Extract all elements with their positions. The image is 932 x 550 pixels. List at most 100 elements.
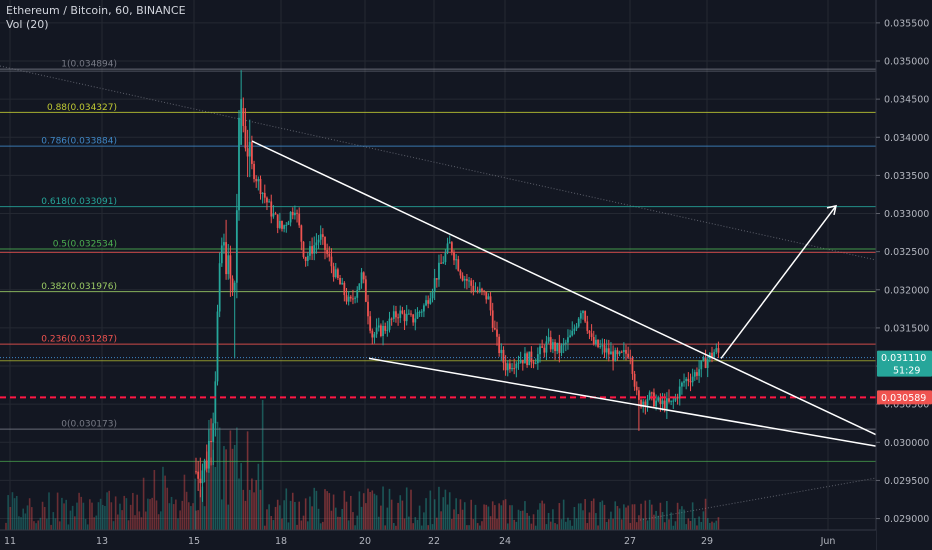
volume-bar bbox=[620, 519, 623, 530]
volume-bar bbox=[56, 492, 59, 530]
candle-body bbox=[367, 301, 369, 317]
candle-body bbox=[586, 321, 589, 331]
last-price-badge[interactable] bbox=[877, 350, 932, 377]
candle-body bbox=[590, 333, 593, 337]
candle-body bbox=[481, 288, 483, 291]
candle-body bbox=[678, 386, 681, 399]
volume-bar bbox=[702, 511, 705, 530]
volume-bar bbox=[397, 502, 399, 530]
volume-indicator-label[interactable]: Vol (20) bbox=[6, 18, 49, 31]
volume-bar bbox=[418, 505, 421, 530]
volume-bar bbox=[403, 518, 406, 530]
candle-body bbox=[349, 296, 352, 299]
candle-body bbox=[341, 282, 344, 285]
volume-bar bbox=[242, 489, 245, 530]
candle-body bbox=[276, 214, 279, 228]
volume-bar bbox=[646, 520, 649, 530]
volume-bar bbox=[696, 525, 698, 530]
time-axis-label: Jun bbox=[820, 536, 836, 547]
candle-body bbox=[253, 163, 255, 179]
candle-body bbox=[225, 242, 227, 275]
volume-bar bbox=[601, 500, 604, 530]
candle-body bbox=[313, 245, 316, 254]
candle-body bbox=[571, 330, 574, 336]
volume-bar bbox=[69, 510, 72, 530]
candle-body bbox=[616, 350, 619, 355]
volume-bar bbox=[446, 504, 449, 530]
volume-bar bbox=[257, 463, 260, 530]
volume-bar bbox=[248, 489, 251, 530]
candle-body bbox=[541, 346, 544, 348]
candle-body bbox=[588, 330, 591, 334]
volume-bar bbox=[195, 510, 197, 530]
candle-body bbox=[711, 352, 713, 357]
volume-bar bbox=[177, 518, 179, 530]
candle-body bbox=[399, 310, 402, 318]
candle-body bbox=[502, 349, 505, 363]
volume-bar bbox=[685, 524, 687, 530]
volume-bar bbox=[377, 516, 380, 530]
candle-body bbox=[552, 342, 554, 350]
price-axis-label: 0.034500 bbox=[884, 95, 929, 106]
time-axis-label: 11 bbox=[4, 536, 16, 547]
wedge-lower-line[interactable] bbox=[368, 357, 877, 447]
volume-bar bbox=[414, 517, 417, 530]
price-axis-label: 0.029500 bbox=[884, 476, 929, 487]
volume-bar bbox=[554, 523, 556, 530]
volume-bar bbox=[496, 518, 498, 530]
volume-bar bbox=[203, 506, 206, 530]
volume-bar bbox=[519, 510, 522, 530]
candle-body bbox=[433, 278, 436, 292]
candle-body bbox=[450, 242, 453, 253]
candle-body bbox=[446, 243, 449, 253]
candle-body bbox=[560, 345, 563, 353]
volume-bar bbox=[483, 504, 485, 530]
symbol-title[interactable]: Ethereum / Bitcoin, 60, BINANCE bbox=[6, 4, 186, 17]
volume-bar bbox=[28, 498, 31, 530]
volume-bar bbox=[541, 500, 543, 530]
projection-arrow-line[interactable] bbox=[720, 205, 837, 359]
volume-bar bbox=[261, 400, 264, 530]
candle-body bbox=[515, 363, 518, 369]
volume-bar bbox=[48, 492, 50, 530]
volume-bar bbox=[709, 522, 711, 530]
volume-bar bbox=[573, 506, 576, 530]
candle-body bbox=[218, 263, 221, 312]
volume-bar bbox=[631, 504, 634, 530]
volume-bar bbox=[276, 499, 279, 530]
volume-bar bbox=[58, 521, 61, 530]
volume-bar bbox=[5, 522, 7, 530]
volume-bar bbox=[80, 496, 83, 530]
candle-body bbox=[197, 471, 200, 479]
candle-body bbox=[270, 201, 273, 217]
candle-body bbox=[646, 398, 649, 406]
candle-body bbox=[397, 317, 399, 319]
wedge-upper-line[interactable] bbox=[251, 140, 877, 436]
candle-body bbox=[220, 245, 223, 264]
candle-body bbox=[530, 351, 533, 363]
candle-body bbox=[203, 460, 206, 471]
candle-body bbox=[324, 236, 326, 250]
volume-bar bbox=[322, 521, 324, 530]
volume-bar bbox=[384, 525, 386, 530]
candle-body bbox=[423, 305, 425, 312]
volume-bar bbox=[494, 505, 496, 530]
support-price-badge[interactable] bbox=[877, 390, 932, 405]
volume-bar bbox=[304, 498, 307, 530]
candle-body bbox=[392, 311, 395, 319]
volume-bar bbox=[504, 499, 507, 530]
volume-bar bbox=[567, 517, 569, 530]
candle-body bbox=[395, 311, 397, 318]
candle-body bbox=[306, 255, 309, 261]
candle-body bbox=[534, 363, 537, 365]
candle-body bbox=[659, 397, 662, 405]
candle-body bbox=[592, 336, 595, 345]
volume-bar bbox=[208, 420, 210, 530]
candle-body bbox=[493, 327, 496, 330]
candle-body bbox=[287, 222, 290, 225]
volume-bar bbox=[37, 520, 40, 530]
price-axis-background bbox=[876, 0, 932, 550]
candle-body bbox=[261, 192, 264, 194]
candle-body bbox=[713, 351, 716, 357]
